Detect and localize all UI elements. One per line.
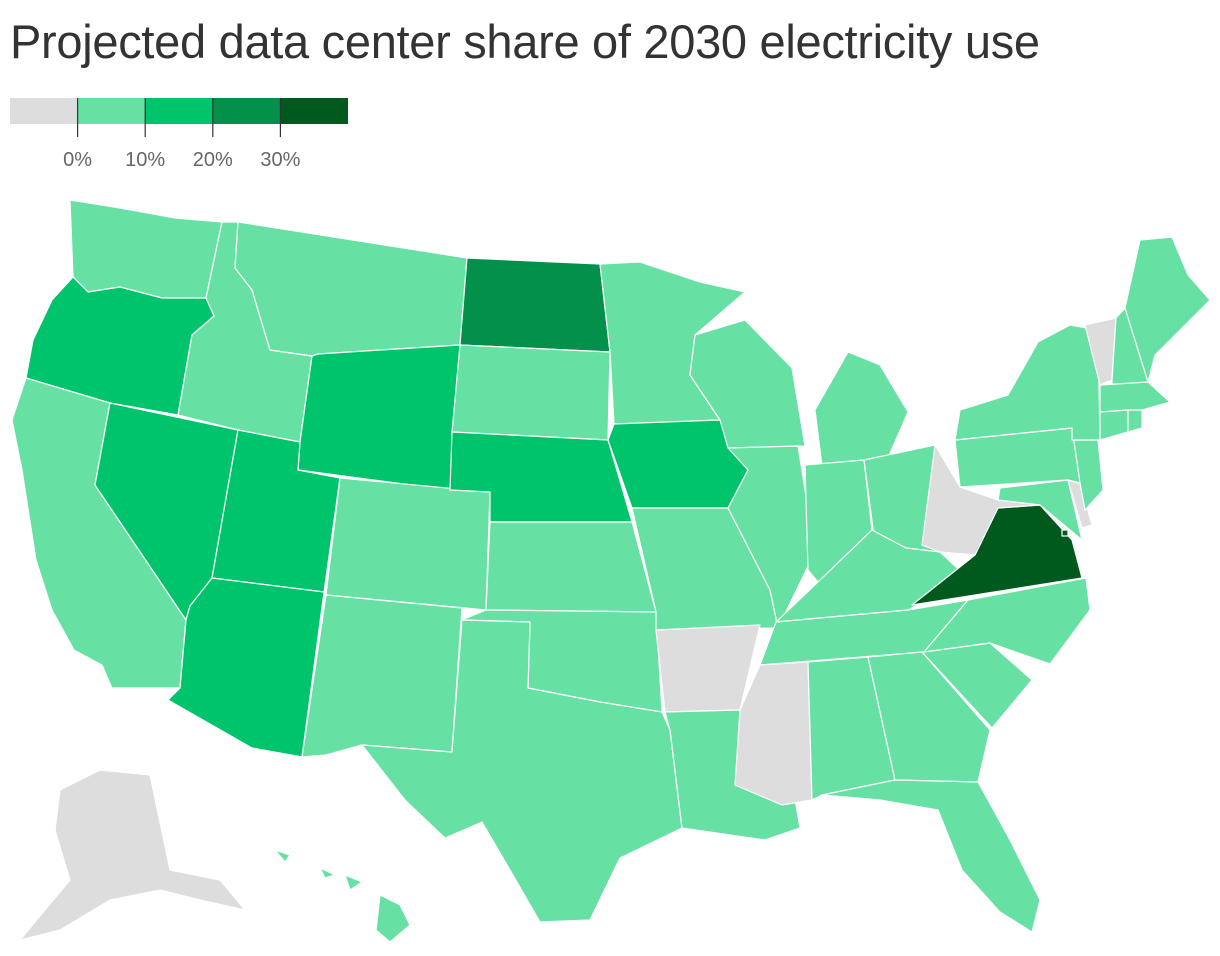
state-texas (361, 619, 683, 923)
state-washington (69, 199, 223, 299)
state-massachusetts (1099, 381, 1171, 413)
legend-tick-label: 10% (125, 149, 165, 171)
state-rhode-island (1127, 409, 1143, 433)
state-hawaii (274, 849, 411, 943)
state-alaska (19, 769, 246, 941)
state-montana (234, 221, 468, 357)
state-connecticut (1099, 409, 1129, 441)
state-illinois (727, 445, 816, 629)
state-michigan (814, 351, 909, 467)
state-georgia (867, 651, 991, 783)
state-south-dakota (451, 344, 611, 441)
color-legend: 0% 10% 20% 30% (10, 98, 348, 171)
legend-swatch-0 (10, 98, 78, 124)
legend-tick-label: 0% (63, 149, 92, 171)
state-kansas (485, 521, 657, 613)
legend-swatch-1 (77, 98, 146, 124)
state-new-mexico (301, 594, 463, 758)
us-choropleth-map (11, 199, 1211, 943)
state-north-dakota (459, 257, 611, 353)
legend-swatch-3 (212, 98, 281, 124)
state-maine (1124, 236, 1211, 383)
state-florida (821, 779, 1041, 933)
legend-tick-label: 30% (260, 149, 300, 171)
state-district-of-columbia (1061, 529, 1069, 537)
state-new-york (954, 324, 1101, 441)
legend-swatch-4 (280, 98, 348, 124)
chart-title: Projected data center share of 2030 elec… (10, 15, 1040, 68)
state-north-carolina (923, 577, 1091, 665)
legend-swatch-2 (145, 98, 213, 124)
state-west-virginia (921, 444, 1041, 556)
state-arizona (167, 577, 325, 758)
legend-tick-label: 20% (193, 149, 233, 171)
state-wyoming (297, 344, 461, 491)
state-colorado (325, 477, 491, 611)
